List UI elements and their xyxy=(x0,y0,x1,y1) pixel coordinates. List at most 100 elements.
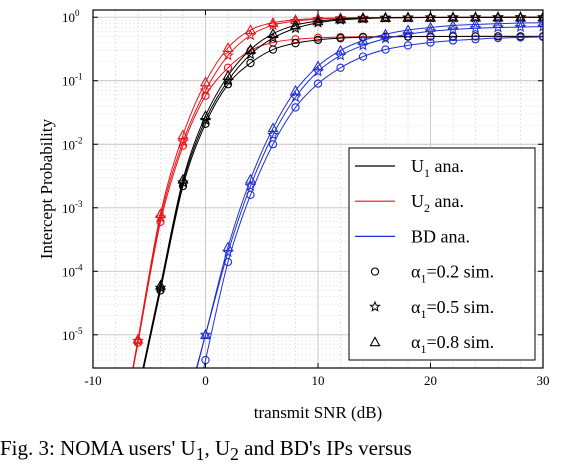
y-tick-label: 100 xyxy=(62,8,80,25)
data-point xyxy=(471,35,480,44)
data-point xyxy=(402,11,414,22)
caption-mid: , U xyxy=(204,436,231,460)
data-point xyxy=(156,286,165,295)
data-point xyxy=(267,27,279,38)
series-u1-alpha-0.2 xyxy=(143,32,543,368)
data-point xyxy=(133,338,143,347)
data-point xyxy=(199,113,212,126)
data-point xyxy=(289,84,302,95)
legend-swatch-marker xyxy=(369,336,381,347)
data-point xyxy=(381,45,390,54)
data-point xyxy=(358,52,368,61)
data-point xyxy=(223,257,233,267)
data-point xyxy=(312,16,324,28)
data-point xyxy=(267,31,279,44)
legend: U1 ana. U2 ana. BD ana. α1=0.2 sim. α1=0.5 s… xyxy=(348,147,536,361)
y-tick-label: 10-1 xyxy=(62,72,83,89)
data-point xyxy=(357,12,369,23)
legend-entry-label: α1=0.8 sim. xyxy=(411,332,494,356)
data-point xyxy=(334,44,347,55)
x-tick-label: 0 xyxy=(202,373,209,388)
data-point xyxy=(402,24,414,35)
data-point xyxy=(268,45,278,54)
data-point xyxy=(244,179,257,192)
data-point xyxy=(403,41,413,50)
caption-sub1: 1 xyxy=(195,444,205,465)
legend-entry-label: α1=0.5 sim. xyxy=(411,297,494,321)
series-u1-alpha-0.5 xyxy=(142,11,543,368)
data-point xyxy=(267,16,279,27)
data-point xyxy=(402,28,414,40)
data-point xyxy=(357,34,369,45)
data-point xyxy=(313,79,323,88)
series-bd-alpha-0.2 xyxy=(201,32,543,368)
data-point xyxy=(222,49,234,61)
data-point xyxy=(199,328,212,340)
data-point xyxy=(357,39,369,51)
legend-entry-label: α1=0.2 sim. xyxy=(411,262,494,286)
data-point xyxy=(267,19,279,31)
data-point xyxy=(537,16,543,27)
y-tick-label: 10-3 xyxy=(62,199,83,216)
data-point xyxy=(268,140,278,149)
data-point xyxy=(379,11,392,23)
data-point xyxy=(289,19,302,30)
x-tick-label: 20 xyxy=(424,373,437,388)
axis-ticks: -10 0 10 20 30 100 10-1 10-2 10-3 10-4 10-5 xyxy=(62,8,550,388)
data-point xyxy=(493,33,503,43)
data-point xyxy=(244,24,257,35)
data-point xyxy=(223,80,233,89)
series-bd-alpha-0.8 xyxy=(196,16,543,368)
data-point xyxy=(424,11,437,22)
x-tick-label: -10 xyxy=(84,373,101,388)
data-point xyxy=(379,32,392,44)
data-point xyxy=(357,12,369,24)
data-point xyxy=(516,33,525,42)
data-point xyxy=(246,190,255,199)
data-point xyxy=(379,12,392,23)
data-point xyxy=(201,91,210,100)
data-point xyxy=(537,11,543,23)
data-point xyxy=(336,63,345,72)
legend-entry-label: U2 ana. xyxy=(411,191,464,215)
data-point xyxy=(379,28,392,39)
data-point xyxy=(291,39,300,48)
y-tick-label: 10-4 xyxy=(62,262,83,279)
series-bd-alpha-0.5 xyxy=(195,20,543,368)
data-point xyxy=(514,20,527,33)
caption-text: Fig. 3: NOMA users' U xyxy=(0,436,196,460)
data-point xyxy=(201,119,210,128)
data-point xyxy=(334,13,347,25)
y-tick-label: 10-2 xyxy=(62,135,83,152)
legend-swatch-marker xyxy=(370,267,380,276)
data-point xyxy=(291,103,300,112)
data-point xyxy=(267,122,279,133)
data-point xyxy=(222,74,234,86)
x-axis-title: transmit SNR (dB) xyxy=(254,403,382,422)
y-tick-label: 10-5 xyxy=(62,326,83,343)
data-point xyxy=(199,329,212,340)
data-point xyxy=(424,11,437,23)
data-point xyxy=(222,69,234,80)
series-line xyxy=(142,16,543,368)
data-point xyxy=(313,33,323,42)
series-line xyxy=(143,35,543,368)
data-point xyxy=(312,12,324,23)
data-point xyxy=(538,32,543,42)
data-point xyxy=(336,34,345,43)
data-point xyxy=(244,48,257,60)
series-line xyxy=(196,22,543,368)
data-point xyxy=(334,49,347,61)
data-point xyxy=(244,29,257,41)
data-point xyxy=(426,38,435,47)
series-layer xyxy=(132,11,543,368)
data-point xyxy=(289,22,302,34)
data-point xyxy=(156,217,165,227)
data-point xyxy=(403,32,413,41)
data-point xyxy=(312,60,324,71)
figure-caption: Fig. 3: NOMA users' U1, U2 and BD's IPs … xyxy=(0,436,412,465)
data-point xyxy=(178,141,188,150)
x-tick-label: 30 xyxy=(537,373,550,388)
data-point xyxy=(289,91,302,103)
data-point xyxy=(448,36,458,45)
